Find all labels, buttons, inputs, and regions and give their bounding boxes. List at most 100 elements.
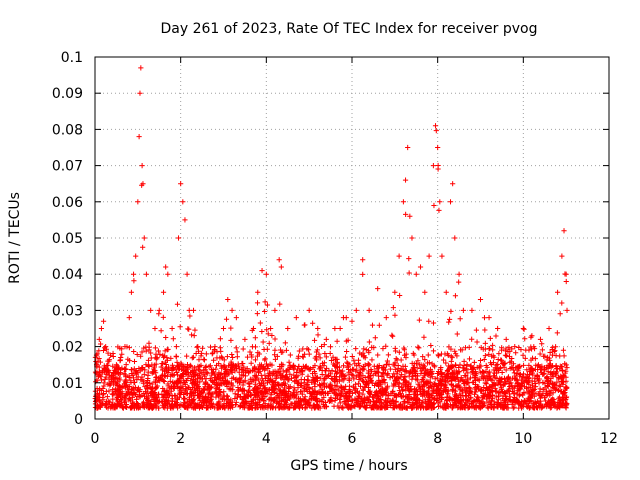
- data-point: [539, 404, 545, 410]
- data-point: [480, 369, 486, 375]
- data-point: [448, 396, 454, 402]
- data-point: [526, 362, 532, 368]
- data-point: [103, 344, 109, 350]
- data-point: [519, 400, 525, 406]
- data-point: [459, 388, 465, 394]
- data-point: [371, 345, 377, 351]
- data-point: [453, 362, 459, 369]
- data-point: [175, 377, 181, 383]
- data-point: [376, 377, 382, 384]
- data-point: [151, 366, 157, 372]
- data-point: [358, 395, 365, 401]
- data-point: [501, 361, 507, 367]
- data-point: [341, 386, 348, 393]
- data-point: [406, 270, 412, 276]
- data-point: [557, 366, 563, 372]
- data-point: [444, 351, 450, 357]
- data-point: [433, 388, 439, 394]
- data-point: [384, 383, 391, 389]
- data-point: [167, 378, 173, 384]
- data-point: [290, 364, 296, 370]
- data-point: [506, 386, 512, 392]
- data-point: [164, 373, 170, 379]
- data-point: [486, 351, 492, 358]
- data-point: [351, 366, 357, 373]
- data-point: [118, 354, 124, 361]
- data-point: [392, 360, 398, 366]
- data-point: [371, 363, 377, 369]
- data-point: [238, 386, 244, 392]
- data-point: [208, 377, 214, 383]
- data-point: [360, 271, 366, 278]
- data-point: [560, 374, 567, 380]
- data-point: [268, 385, 275, 391]
- data-point: [505, 374, 512, 380]
- data-point: [520, 371, 527, 377]
- data-point: [170, 364, 176, 371]
- data-point: [128, 378, 134, 384]
- data-point: [406, 399, 412, 405]
- data-point: [136, 404, 142, 410]
- y-tick-label: 0.08: [52, 122, 83, 138]
- data-point: [153, 370, 159, 376]
- data-point: [185, 366, 191, 372]
- data-point: [537, 336, 544, 342]
- data-point: [464, 387, 470, 394]
- data-point: [348, 368, 354, 374]
- data-point: [275, 393, 281, 399]
- data-point: [176, 394, 182, 400]
- data-point: [189, 355, 195, 361]
- data-point: [491, 367, 497, 373]
- data-point: [419, 391, 425, 397]
- data-point: [115, 344, 121, 350]
- data-point: [214, 349, 220, 355]
- data-point: [216, 399, 222, 405]
- data-point: [532, 380, 538, 387]
- data-point: [126, 315, 132, 321]
- data-point: [365, 348, 372, 354]
- data-point: [256, 385, 262, 392]
- data-point: [432, 376, 438, 382]
- data-point: [319, 386, 325, 392]
- data-point: [450, 363, 456, 369]
- data-point: [155, 377, 162, 383]
- data-point: [563, 401, 570, 407]
- data-point: [391, 381, 397, 387]
- data-point: [452, 392, 458, 398]
- data-point: [473, 402, 479, 408]
- data-point: [295, 373, 301, 379]
- data-point: [506, 380, 512, 387]
- data-point: [513, 350, 519, 356]
- data-point: [228, 361, 235, 367]
- data-point: [114, 375, 120, 381]
- data-point: [130, 271, 137, 277]
- data-point: [564, 307, 570, 313]
- data-point: [188, 391, 195, 397]
- data-point: [195, 344, 201, 350]
- data-point: [507, 383, 513, 390]
- data-point: [107, 399, 113, 405]
- data-point: [271, 398, 277, 404]
- data-point: [372, 393, 378, 399]
- data-point: [280, 396, 287, 403]
- data-point: [447, 199, 454, 205]
- data-point: [154, 403, 160, 409]
- data-point: [368, 366, 374, 373]
- data-point: [182, 217, 188, 223]
- data-point: [188, 401, 194, 407]
- data-point: [488, 402, 494, 408]
- data-point: [163, 334, 169, 341]
- data-point: [522, 355, 528, 361]
- data-point: [482, 340, 488, 346]
- data-point: [225, 296, 231, 303]
- data-point: [484, 396, 490, 402]
- data-point: [337, 396, 343, 403]
- data-point: [419, 368, 425, 374]
- data-point: [144, 382, 150, 389]
- data-point: [195, 379, 201, 385]
- data-point: [452, 348, 458, 354]
- data-point: [437, 391, 443, 397]
- data-point: [467, 385, 473, 391]
- data-point: [236, 363, 242, 369]
- data-point: [444, 397, 450, 404]
